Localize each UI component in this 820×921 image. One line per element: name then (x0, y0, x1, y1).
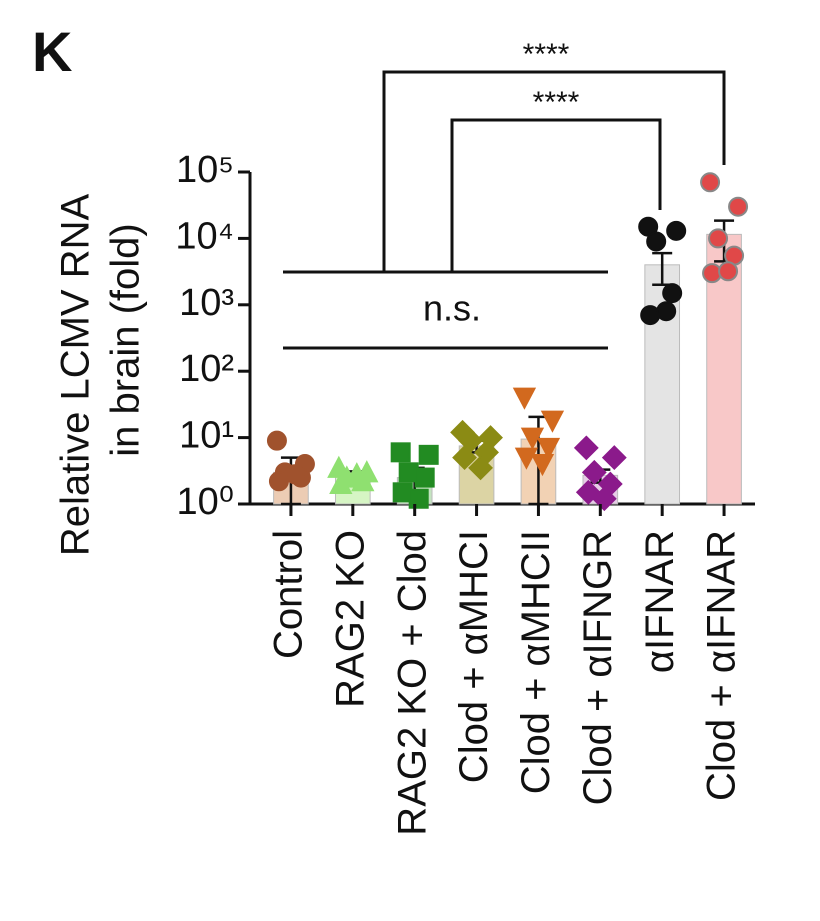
x-tick-label: Clod + αMHCI (452, 530, 496, 783)
x-tick-label: Control (267, 530, 311, 659)
data-point (536, 437, 561, 461)
data-point (266, 430, 287, 451)
data-point (656, 301, 677, 322)
y-tick-label: 10⁰ (176, 481, 234, 523)
brackets (283, 70, 726, 350)
data-point (573, 435, 599, 461)
data-point (666, 220, 687, 241)
data-point (345, 462, 369, 485)
annotation: **** (533, 86, 580, 119)
data-point (390, 442, 411, 463)
data-point (581, 459, 607, 485)
data-point (640, 305, 661, 326)
y-tick-label: 10² (179, 348, 234, 390)
data-point (414, 467, 435, 488)
y-tick-label: 10¹ (179, 415, 234, 457)
data-point (718, 261, 739, 282)
x-tick-label: RAG2 KO (328, 530, 372, 708)
x-tick-label: αIFNAR (638, 530, 682, 673)
x-tick-label: RAG2 KO + Clod (390, 530, 434, 836)
data-point (512, 387, 537, 410)
y-tick-label: 10⁴ (175, 215, 234, 257)
data-point (452, 445, 477, 471)
data-point (530, 454, 555, 477)
panel-label: K (32, 20, 72, 83)
x-tick-label: Clod + αIFNGR (576, 530, 620, 805)
sig-bracket (382, 70, 726, 272)
data-point (468, 455, 493, 481)
y-tick-label: 10⁵ (176, 149, 234, 191)
data-point (408, 488, 429, 509)
x-tick-label: Clod + αMHCII (514, 530, 558, 794)
x-tick-label: Clod + αIFNAR (700, 530, 744, 801)
data-point (601, 445, 627, 471)
data-point (728, 196, 749, 217)
data-point (700, 172, 721, 193)
data-point (646, 231, 667, 252)
y-tick-label: 10³ (179, 282, 234, 324)
annotation: **** (523, 38, 570, 71)
data-point (514, 447, 539, 470)
data-point (540, 410, 565, 433)
sig-bracket (450, 118, 662, 272)
data-point (284, 464, 305, 485)
y-axis-label: in brain (fold) (104, 223, 148, 456)
y-axis-label: Relative LCMV RNA (54, 194, 98, 557)
data-point (418, 444, 439, 465)
annotation: n.s. (423, 288, 481, 329)
data-point (708, 228, 729, 249)
data-point (662, 283, 683, 304)
